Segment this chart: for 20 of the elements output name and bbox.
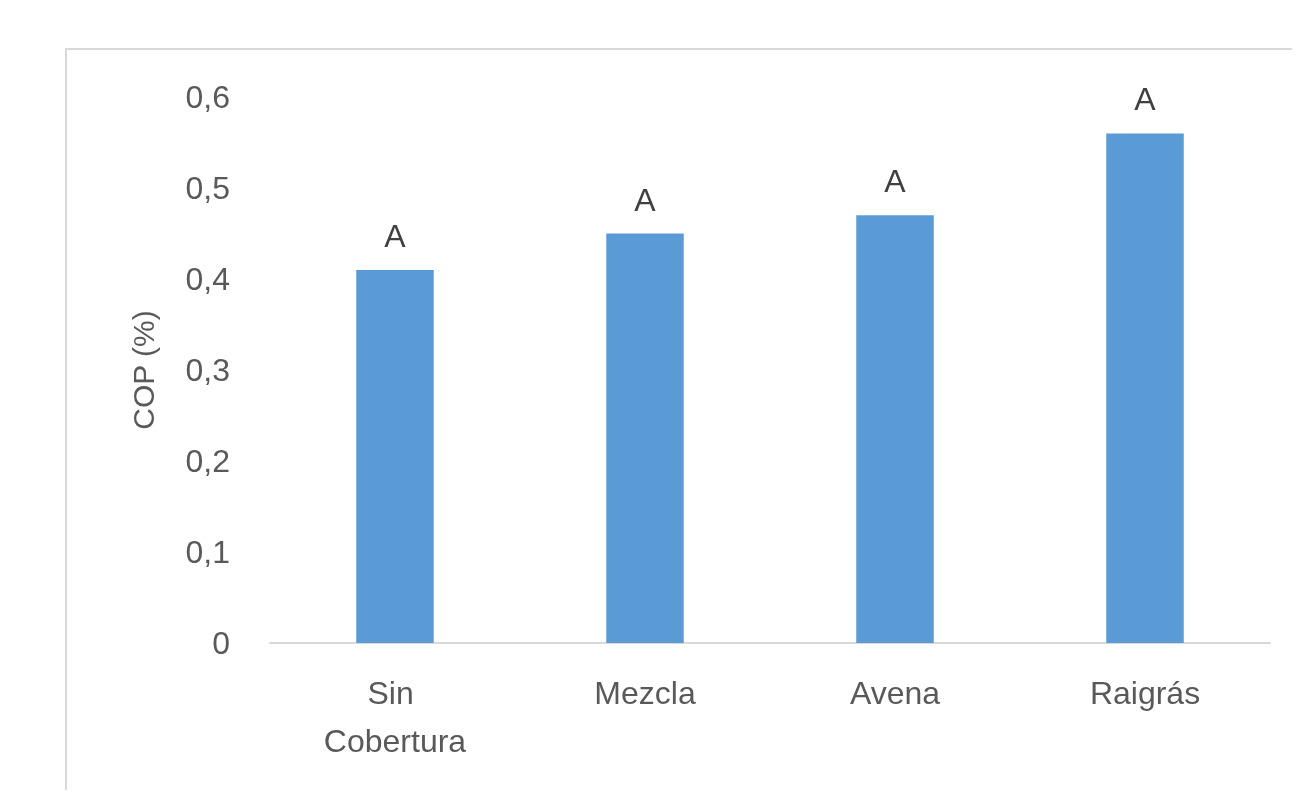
- y-tick-label: 0,2: [185, 443, 230, 479]
- y-tick-label: 0: [212, 625, 230, 661]
- annotation: A: [884, 163, 907, 200]
- y-axis-title: COP (%): [126, 310, 160, 430]
- y-tick-label: 0,4: [185, 261, 230, 297]
- y-tick-label: 0,6: [185, 79, 230, 115]
- annotation: A: [634, 181, 657, 218]
- x-tick-label: Raigrás: [1089, 675, 1201, 711]
- bar: [356, 269, 434, 643]
- bar: [606, 233, 684, 643]
- x-tick-label: Mezcla: [594, 675, 696, 711]
- annotation: A: [1134, 81, 1157, 118]
- y-tick-label: 0,5: [185, 170, 230, 206]
- annotation: A: [384, 217, 407, 254]
- bar: [856, 215, 934, 643]
- bar: [1106, 133, 1184, 643]
- y-tick-label: 0,3: [185, 352, 230, 388]
- y-tick-label: 0,1: [185, 534, 230, 570]
- x-tick-label: Avena: [849, 675, 941, 711]
- x-tick-label: Sin Cobertura: [323, 675, 467, 759]
